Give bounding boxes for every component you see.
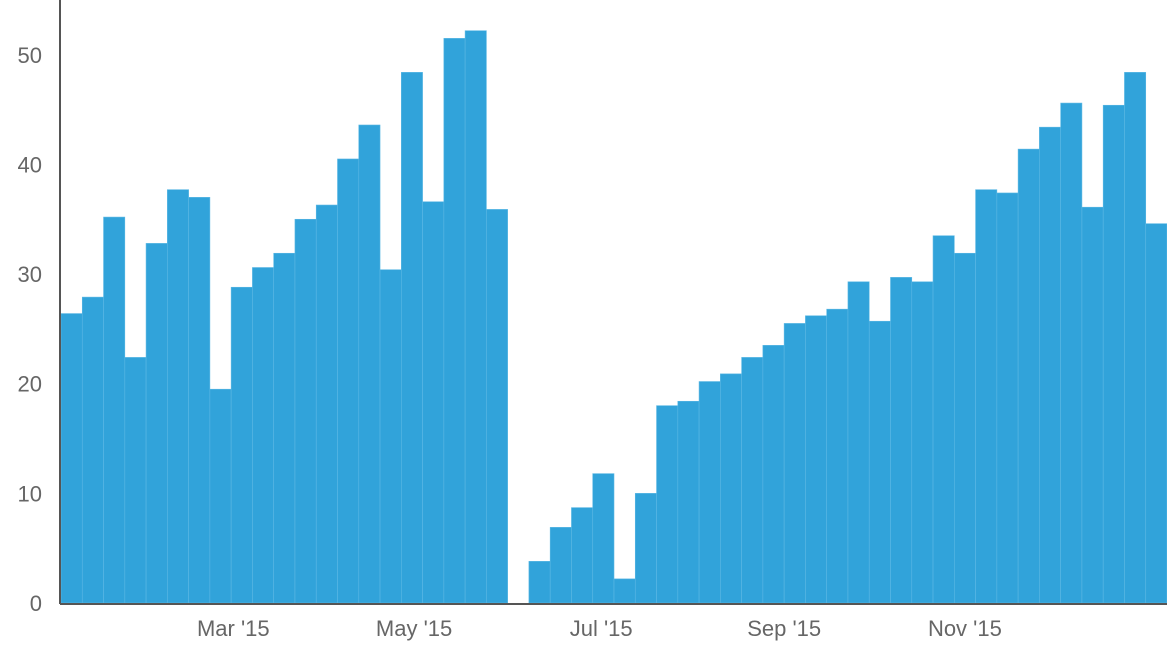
bar xyxy=(890,277,913,604)
bar xyxy=(911,281,934,604)
bar xyxy=(847,281,870,604)
bar xyxy=(613,578,636,604)
x-tick-label: Nov '15 xyxy=(928,616,1002,641)
bar xyxy=(1081,206,1104,604)
bar xyxy=(528,561,551,604)
bar xyxy=(60,313,83,604)
bar xyxy=(1124,72,1147,604)
x-tick-label: Mar '15 xyxy=(197,616,270,641)
bar xyxy=(1102,104,1125,604)
bar xyxy=(698,381,721,604)
bar xyxy=(954,252,976,604)
bar xyxy=(634,493,657,604)
y-tick-label: 40 xyxy=(18,153,42,178)
y-tick-label: 0 xyxy=(30,591,42,616)
bar xyxy=(549,527,572,604)
bar xyxy=(209,388,232,604)
y-tick-label: 20 xyxy=(18,372,42,397)
bar xyxy=(486,209,508,604)
bar xyxy=(358,124,381,604)
bar xyxy=(783,323,806,604)
bar xyxy=(826,308,849,604)
bar xyxy=(1060,102,1083,604)
bar xyxy=(230,286,253,604)
bar xyxy=(379,269,402,604)
x-tick-label: Sep '15 xyxy=(747,616,821,641)
bar xyxy=(975,189,998,604)
bar xyxy=(167,189,189,604)
bar xyxy=(1039,126,1061,604)
bar xyxy=(996,192,1019,604)
bar xyxy=(677,400,700,604)
bar xyxy=(805,315,827,604)
bar xyxy=(145,243,168,604)
y-axis-ticks: 0 10 20 30 40 50 xyxy=(18,43,42,616)
bar xyxy=(401,72,423,604)
bar xyxy=(103,216,126,604)
y-tick-label: 30 xyxy=(18,262,42,287)
bar xyxy=(252,267,274,604)
bar xyxy=(124,357,147,604)
bar xyxy=(188,197,211,604)
bars-group xyxy=(60,30,1167,604)
bar xyxy=(273,252,296,604)
y-tick-label: 50 xyxy=(18,43,42,68)
bar xyxy=(741,357,764,604)
bar xyxy=(571,507,594,604)
bar xyxy=(294,218,317,604)
bar xyxy=(422,201,445,604)
x-axis-ticks: Mar '15 May '15 Jul '15 Sep '15 Nov '15 xyxy=(197,616,1002,641)
bar xyxy=(720,373,742,604)
bar xyxy=(1145,223,1167,604)
bar xyxy=(656,405,679,604)
bar xyxy=(337,158,360,604)
bar xyxy=(592,473,615,604)
bar xyxy=(443,38,466,604)
bar xyxy=(868,320,891,604)
bar xyxy=(762,345,785,604)
bar xyxy=(1017,148,1040,604)
bar xyxy=(932,235,955,604)
bar xyxy=(464,30,487,604)
bar xyxy=(315,204,338,604)
x-tick-label: May '15 xyxy=(376,616,452,641)
y-tick-label: 10 xyxy=(18,481,42,506)
x-tick-label: Jul '15 xyxy=(570,616,633,641)
bar xyxy=(81,296,104,604)
